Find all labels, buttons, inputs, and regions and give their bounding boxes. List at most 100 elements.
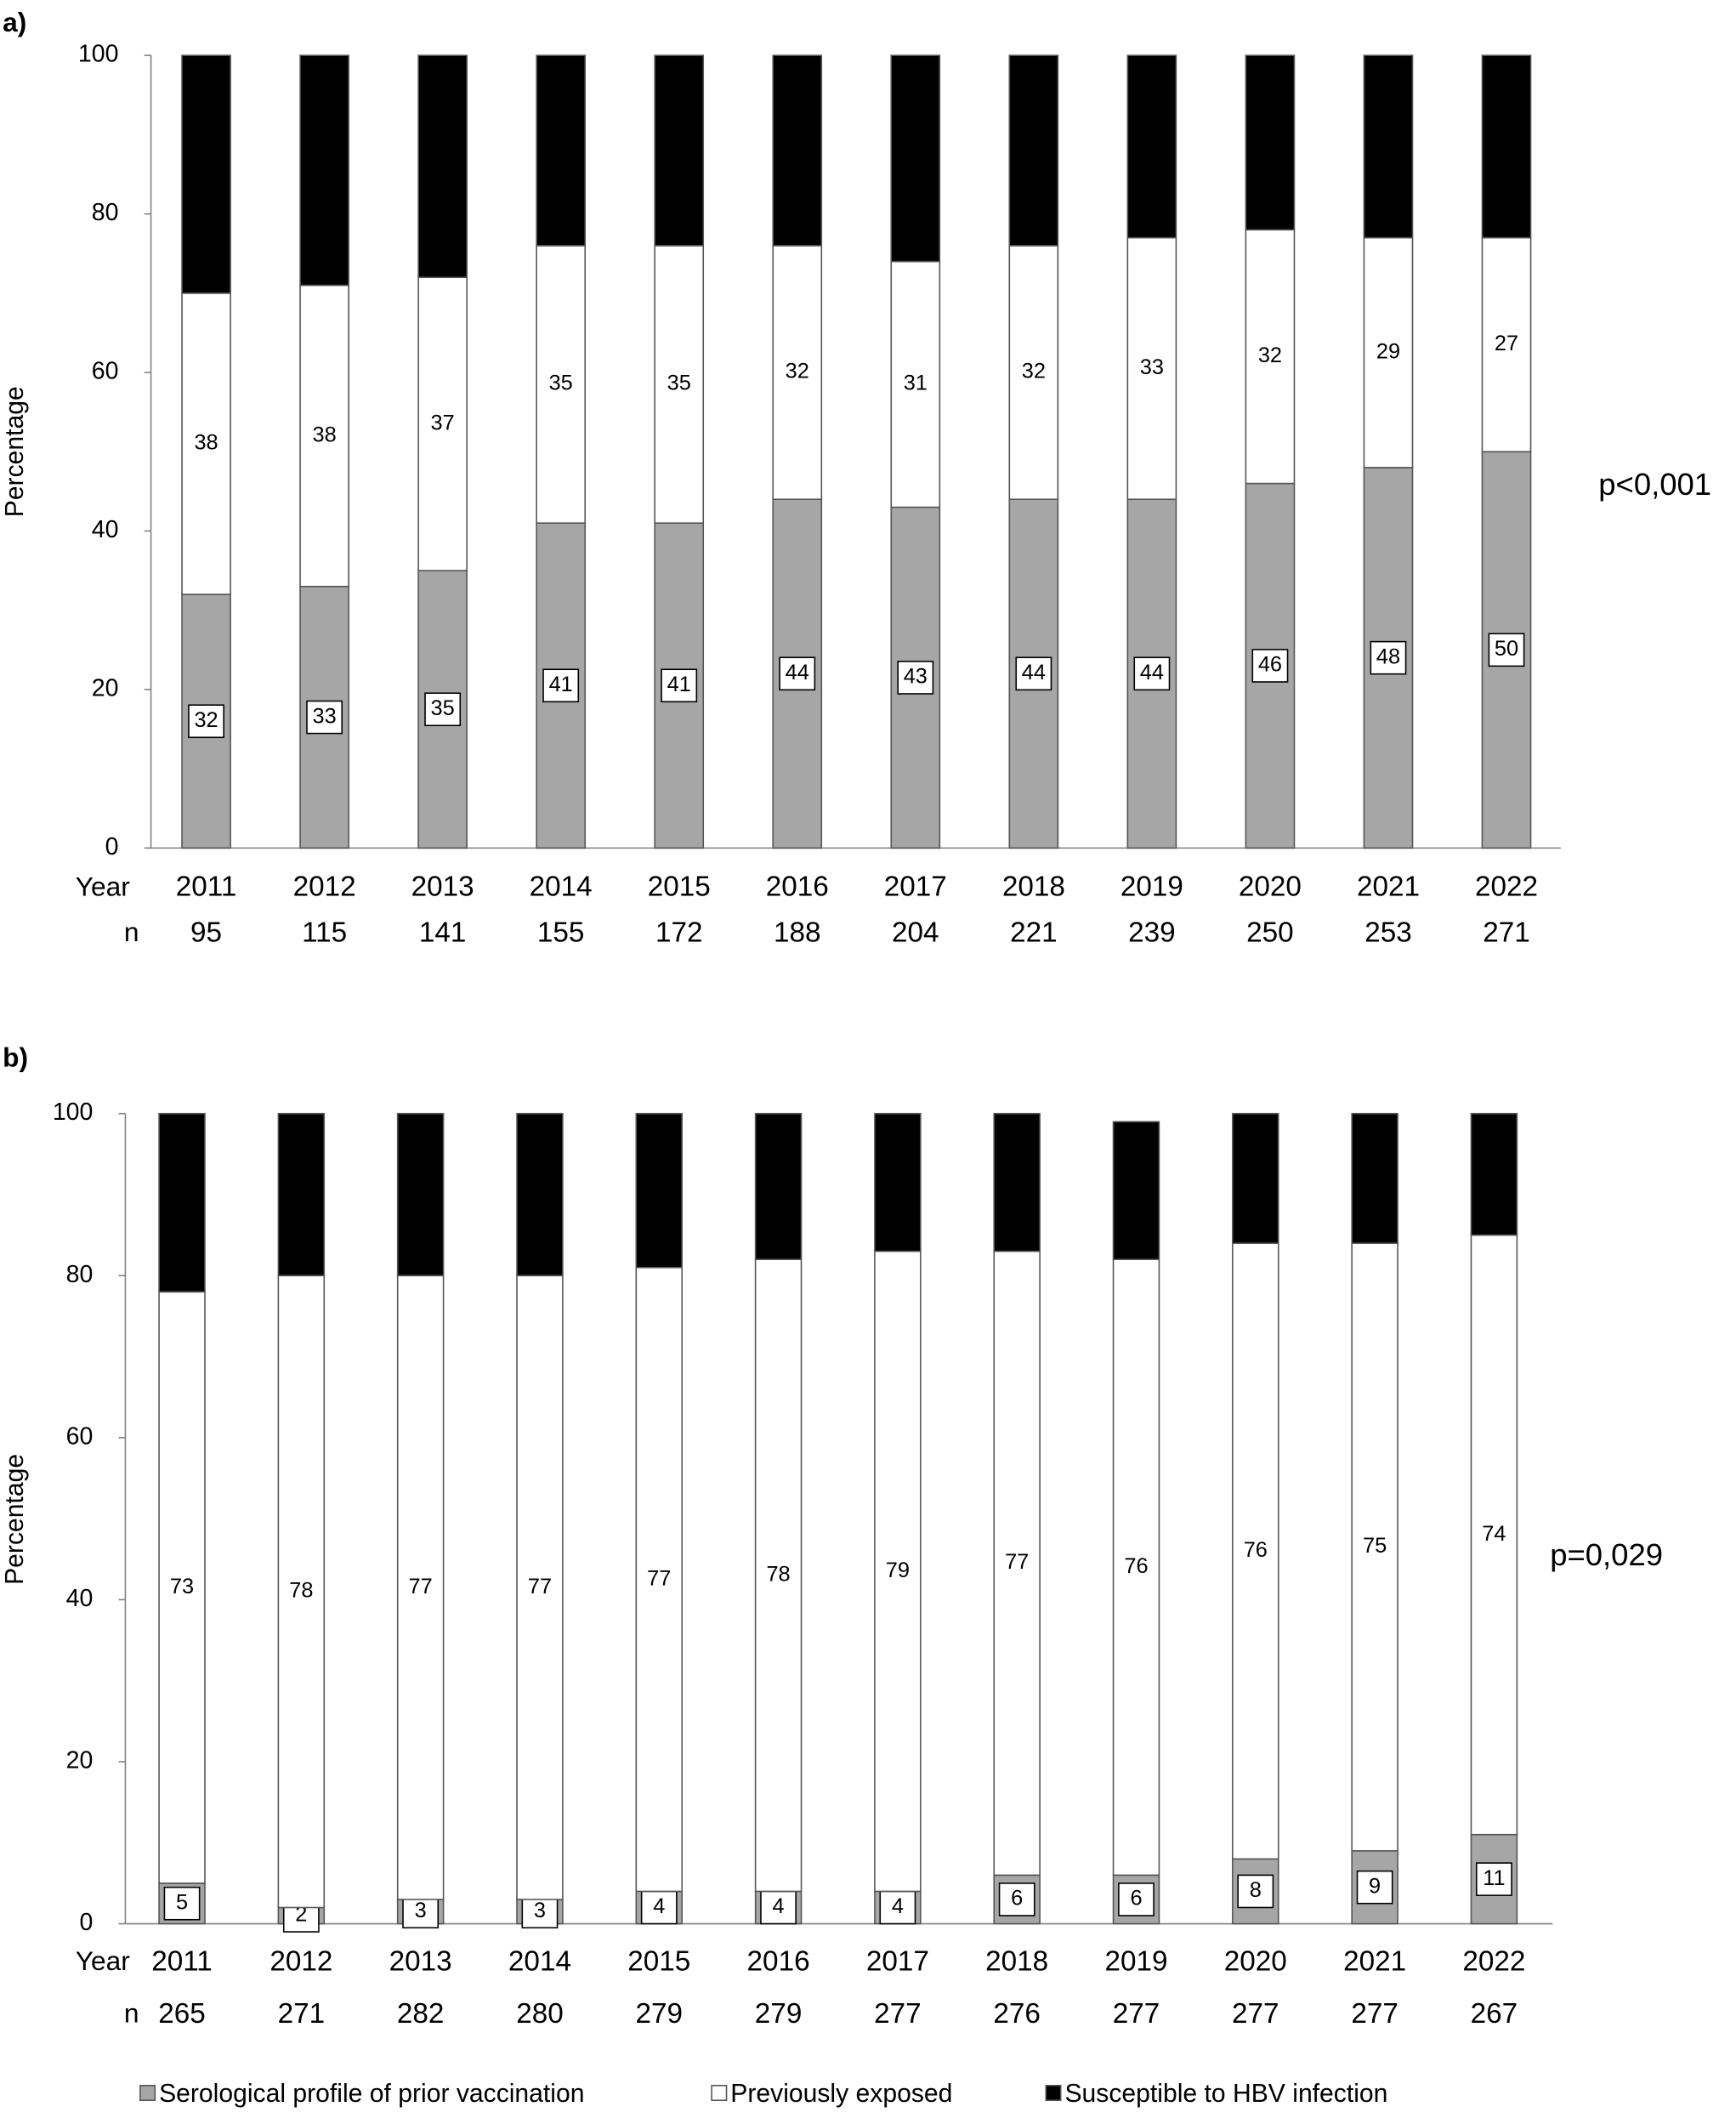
bar-segment: [654, 54, 705, 247]
x-tick-label: 2015: [627, 1945, 690, 1977]
n-label: 277: [1113, 1998, 1160, 2030]
value-label: 4: [773, 1894, 785, 1918]
value-label: 26: [904, 145, 928, 169]
bar-segment: [874, 1250, 922, 1893]
value-label: 3: [534, 1899, 546, 1922]
value-label: 32: [194, 708, 218, 732]
bar-segment: [1351, 1242, 1398, 1852]
value-label-box: [424, 692, 462, 727]
x-tick-label: 2019: [1104, 1945, 1167, 1977]
value-label: 41: [549, 673, 573, 696]
value-label: 20: [409, 1182, 433, 1206]
value-label-box: [1251, 649, 1289, 683]
bar-segment: [754, 1112, 803, 1261]
value-label-box: [1237, 1874, 1274, 1909]
value-label: 24: [667, 138, 691, 162]
value-label: 48: [1376, 644, 1400, 668]
value-label: 15: [1482, 1161, 1506, 1185]
n-label: 155: [537, 917, 585, 949]
value-label-box: [879, 1890, 916, 1925]
n-label: 188: [774, 917, 821, 949]
value-label: 23: [1495, 133, 1518, 157]
value-label: 19: [647, 1178, 671, 1201]
y-tick-label: 40: [66, 1585, 94, 1612]
value-label: 31: [904, 372, 928, 395]
value-label: 17: [1005, 1169, 1029, 1193]
value-label: 4: [653, 1894, 665, 1918]
value-label: 77: [528, 1575, 552, 1598]
bar-segment: [1232, 1242, 1279, 1860]
y-tick-label: 60: [66, 1422, 94, 1450]
value-label: 44: [1140, 661, 1164, 684]
y-tick-label: 100: [53, 1099, 94, 1126]
value-label: 16: [1363, 1166, 1387, 1190]
value-label: 32: [786, 360, 809, 383]
bar-segment: [417, 54, 468, 278]
x-tick-label: 2014: [508, 1945, 571, 1977]
value-label: 38: [312, 423, 336, 446]
value-label: 35: [431, 696, 455, 720]
row-label: Year: [76, 1945, 130, 1976]
value-label-box: [163, 1886, 201, 1921]
bar-segment: [1363, 54, 1414, 239]
bar-segment: [1112, 1258, 1160, 1877]
value-label: 32: [1022, 360, 1046, 383]
legend-label: Previously exposed: [730, 2080, 952, 2108]
n-label: 172: [655, 917, 703, 949]
value-label-box: [1133, 656, 1171, 691]
value-label-box: [779, 656, 816, 691]
value-label: 11: [1483, 1866, 1505, 1890]
bar-segment: [890, 260, 941, 508]
value-label: 4: [892, 1894, 904, 1918]
value-label: 46: [1258, 653, 1282, 677]
value-label-box: [760, 1890, 797, 1925]
bar-segment: [417, 276, 468, 571]
value-label: 78: [289, 1579, 313, 1603]
bar-segment: [396, 1275, 445, 1900]
n-label: 204: [892, 917, 939, 949]
n-label: 271: [1483, 917, 1530, 949]
y-tick-label: 60: [92, 358, 119, 385]
value-label: 6: [1011, 1887, 1023, 1911]
x-tick-label: 2017: [884, 872, 947, 903]
x-tick-label: 2022: [1462, 1945, 1525, 1977]
value-label: 24: [786, 138, 809, 162]
bar-segment: [654, 245, 705, 524]
value-label: 22: [1258, 129, 1282, 153]
value-label-box: [1488, 633, 1525, 667]
x-tick-label: 2020: [1239, 872, 1302, 903]
row-label: n: [124, 917, 139, 947]
x-tick-label: 2022: [1475, 872, 1538, 903]
value-label: 29: [1376, 339, 1400, 363]
x-tick-label: 2018: [1002, 872, 1065, 903]
value-label: 77: [1005, 1550, 1029, 1574]
y-tick-label: 80: [66, 1261, 94, 1288]
bar-segment: [890, 54, 941, 263]
value-label: 5: [176, 1890, 188, 1914]
bar-segment: [993, 1112, 1041, 1252]
bar-segment: [516, 1112, 564, 1277]
row-label: Year: [76, 871, 130, 901]
value-label: 20: [289, 1182, 313, 1206]
bar-segment: [158, 1112, 206, 1293]
value-label: 50: [1495, 637, 1518, 661]
y-tick-label: 0: [105, 833, 119, 860]
value-label-box: [1356, 1870, 1393, 1905]
y-axis-label: Percentage: [1, 386, 29, 517]
x-tick-label: 2013: [389, 1945, 452, 1977]
value-label-box: [542, 668, 580, 703]
y-axis-label: Percentage: [1, 1454, 29, 1585]
x-tick-label: 2014: [530, 872, 593, 903]
value-label: 79: [886, 1559, 910, 1582]
value-label: 24: [1022, 138, 1046, 162]
value-label: 24: [549, 138, 573, 162]
bar-segment: [874, 1112, 922, 1252]
value-label: 73: [170, 1575, 194, 1598]
legend-label: Serological profile of prior vaccination: [159, 2080, 584, 2108]
value-label: 30: [194, 162, 218, 185]
n-label: 279: [635, 1998, 683, 2030]
value-label: 23: [1140, 133, 1164, 157]
value-label: 43: [904, 665, 928, 689]
value-label: 35: [549, 372, 573, 395]
value-label: 17: [886, 1169, 910, 1193]
